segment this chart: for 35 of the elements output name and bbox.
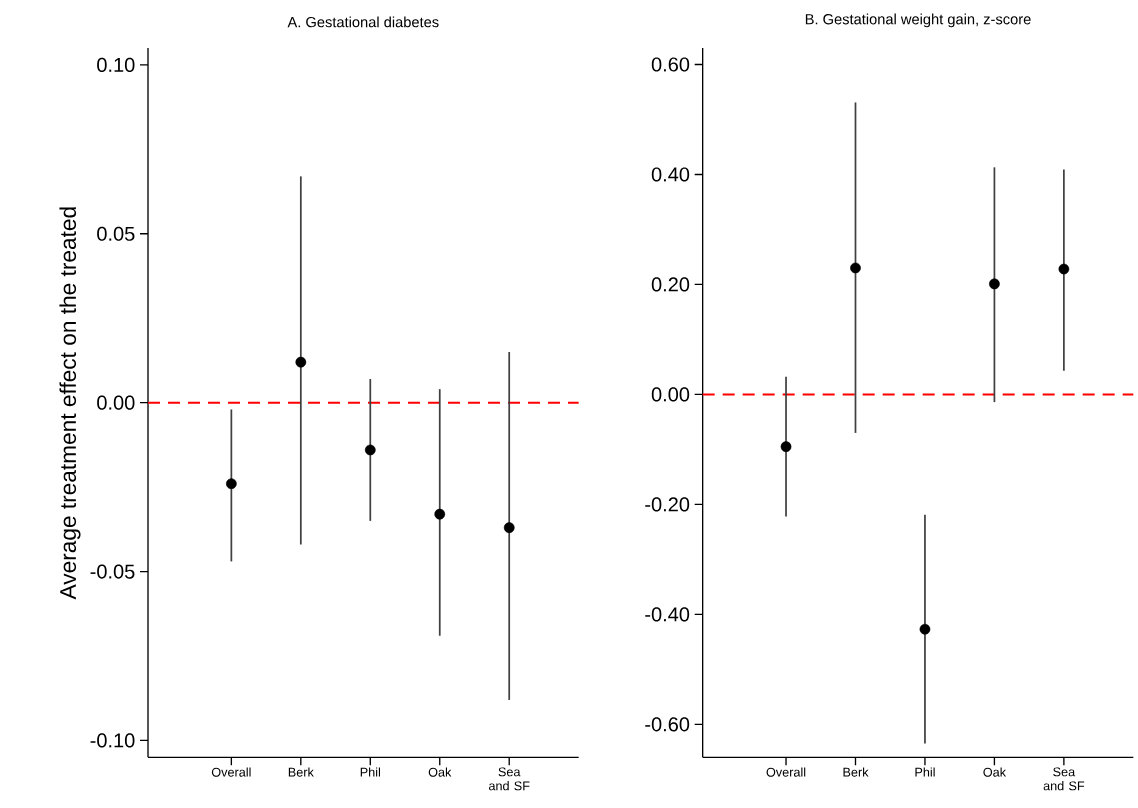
point xyxy=(226,478,237,490)
point xyxy=(503,522,515,533)
chart-title: A. Gestational diabetes xyxy=(287,16,439,28)
x-tick-label: Oak xyxy=(983,767,1007,777)
y-tick-label: 0.05 xyxy=(97,226,135,241)
point xyxy=(989,278,1000,290)
y-axis-title: Average treatment effect on the treated xyxy=(59,207,81,600)
point xyxy=(1058,263,1070,275)
x-tick-label: Oak xyxy=(428,767,452,777)
y-tick-label: -0.60 xyxy=(645,717,690,732)
y-tick-label: -0.10 xyxy=(90,733,135,748)
x-tick-label: Berk xyxy=(843,767,869,777)
y-tick-label: -0.40 xyxy=(645,607,690,622)
y-tick-label: 0.00 xyxy=(651,387,690,402)
x-tick-label: Sea and SF xyxy=(488,767,530,791)
y-tick-label: -0.20 xyxy=(645,497,690,512)
x-tick-label: Overall xyxy=(766,767,806,777)
y-tick-label: 0.60 xyxy=(651,57,690,72)
y-tick-label: 0.10 xyxy=(97,57,135,72)
point xyxy=(919,623,931,635)
y-tick-label: 0.00 xyxy=(97,395,135,410)
point xyxy=(850,262,861,274)
point xyxy=(434,508,446,520)
x-tick-label: Phil xyxy=(360,767,380,777)
x-tick-label: Berk xyxy=(288,767,314,777)
x-tick-label: Sea and SF xyxy=(1043,767,1085,791)
y-tick-label: 0.20 xyxy=(651,277,690,292)
x-tick-label: Phil xyxy=(915,767,935,777)
point xyxy=(295,356,307,368)
point xyxy=(780,441,792,452)
x-tick-label: Overall xyxy=(211,767,251,777)
point xyxy=(364,444,376,456)
y-tick-label: 0.40 xyxy=(651,167,690,182)
y-tick-label: -0.05 xyxy=(90,564,135,579)
chart-title: B. Gestational weight gain, z-score xyxy=(805,13,1031,28)
